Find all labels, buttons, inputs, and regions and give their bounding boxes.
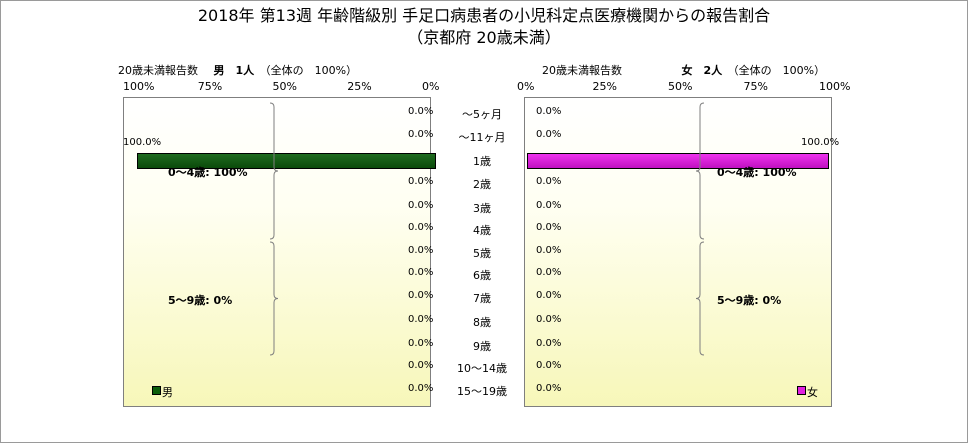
category-label: ～5ヶ月 xyxy=(462,108,502,121)
category-label: 7歳 xyxy=(473,292,491,305)
male-axis-tick: 0% xyxy=(422,80,440,93)
female-value-label: 0.0% xyxy=(536,338,562,349)
female-value-label: 0.0% xyxy=(536,360,562,371)
chart-title-line1: 2018年 第13週 年齢階級別 手足口病患者の小児科定点医療機関からの報告割合 xyxy=(197,6,771,25)
male-value-label: 0.0% xyxy=(408,290,434,301)
female-panel xyxy=(524,97,832,407)
female-header-note: （全体の 100%） xyxy=(727,64,826,77)
female-axis-tick: 0% xyxy=(517,80,535,93)
male-legend-text: 男 xyxy=(162,386,173,399)
female-group-brace xyxy=(695,241,705,356)
male-value-label: 0.0% xyxy=(408,267,434,278)
male-value-label: 0.0% xyxy=(408,360,434,371)
male-value-label: 0.0% xyxy=(408,338,434,349)
male-value-label: 0.0% xyxy=(408,106,434,117)
male-group-brace xyxy=(269,102,279,240)
female-axis-tick: 50% xyxy=(668,80,693,93)
female-value-label: 0.0% xyxy=(536,245,562,256)
category-label: 6歳 xyxy=(473,269,491,282)
category-label: 4歳 xyxy=(473,224,491,237)
male-header-note: （全体の 100%） xyxy=(259,64,358,77)
male-header-label: 20歳未満報告数 xyxy=(118,64,198,77)
category-label: 1歳 xyxy=(473,155,491,168)
male-group-label: 5～9歳: 0% xyxy=(168,293,233,307)
male-value-label: 0.0% xyxy=(408,245,434,256)
male-value-label: 0.0% xyxy=(408,176,434,187)
female-group-brace xyxy=(695,102,705,240)
female-value-label: 0.0% xyxy=(536,176,562,187)
female-value-label: 0.0% xyxy=(536,314,562,325)
male-header: 20歳未満報告数 男 1人 （全体の 100%） xyxy=(118,62,357,78)
female-header: 20歳未満報告数 女 2人 （全体の 100%） xyxy=(542,62,825,78)
category-label: 8歳 xyxy=(473,316,491,329)
male-value-label: 0.0% xyxy=(408,383,434,394)
male-value-label: 0.0% xyxy=(408,129,434,140)
female-value-label: 0.0% xyxy=(536,129,562,140)
female-header-count: 女 2人 xyxy=(681,64,723,77)
female-group-label: 5～9歳: 0% xyxy=(717,293,782,307)
male-panel xyxy=(123,97,431,407)
category-label: ～11ヶ月 xyxy=(458,131,506,144)
female-legend: 女 xyxy=(797,384,818,400)
male-header-count: 男 1人 xyxy=(213,64,255,77)
female-value-label: 0.0% xyxy=(536,383,562,394)
male-axis-tick: 100% xyxy=(123,80,155,93)
female-legend-text: 女 xyxy=(807,386,818,399)
male-value-label: 100.0% xyxy=(123,137,162,148)
category-label: 5歳 xyxy=(473,247,491,260)
female-axis-tick: 25% xyxy=(592,80,617,93)
female-axis-tick: 100% xyxy=(819,80,851,93)
female-header-label: 20歳未満報告数 xyxy=(542,64,622,77)
female-group-label: 0～4歳: 100% xyxy=(717,166,797,179)
male-legend: 男 xyxy=(152,384,173,400)
female-value-label: 0.0% xyxy=(536,267,562,278)
female-legend-swatch xyxy=(797,386,806,395)
category-label: 3歳 xyxy=(473,202,491,215)
male-legend-swatch xyxy=(152,386,161,395)
male-value-label: 0.0% xyxy=(408,314,434,325)
male-group-brace xyxy=(269,241,279,356)
category-label: 2歳 xyxy=(473,178,491,191)
category-label: 9歳 xyxy=(473,340,491,353)
female-value-label: 0.0% xyxy=(536,200,562,211)
male-bar xyxy=(137,153,436,169)
female-value-label: 0.0% xyxy=(536,106,562,117)
male-axis-tick: 75% xyxy=(197,80,223,93)
female-value-label: 100.0% xyxy=(801,137,840,148)
male-axis-tick: 50% xyxy=(272,80,297,93)
male-value-label: 0.0% xyxy=(408,200,434,211)
chart-title: 2018年 第13週 年齢階級別 手足口病患者の小児科定点医療機関からの報告割合… xyxy=(0,5,968,49)
chart-title-line2: （京都府 20歳未満） xyxy=(407,28,561,47)
male-axis-tick: 25% xyxy=(347,80,372,93)
male-group-label: 0～4歳: 100% xyxy=(168,166,248,179)
female-bar xyxy=(527,153,829,169)
female-value-label: 0.0% xyxy=(536,222,562,233)
female-axis-tick: 75% xyxy=(743,80,768,93)
female-value-label: 0.0% xyxy=(536,290,562,301)
category-label: 15～19歳 xyxy=(457,385,507,398)
category-label: 10～14歳 xyxy=(457,362,507,375)
male-value-label: 0.0% xyxy=(408,222,434,233)
